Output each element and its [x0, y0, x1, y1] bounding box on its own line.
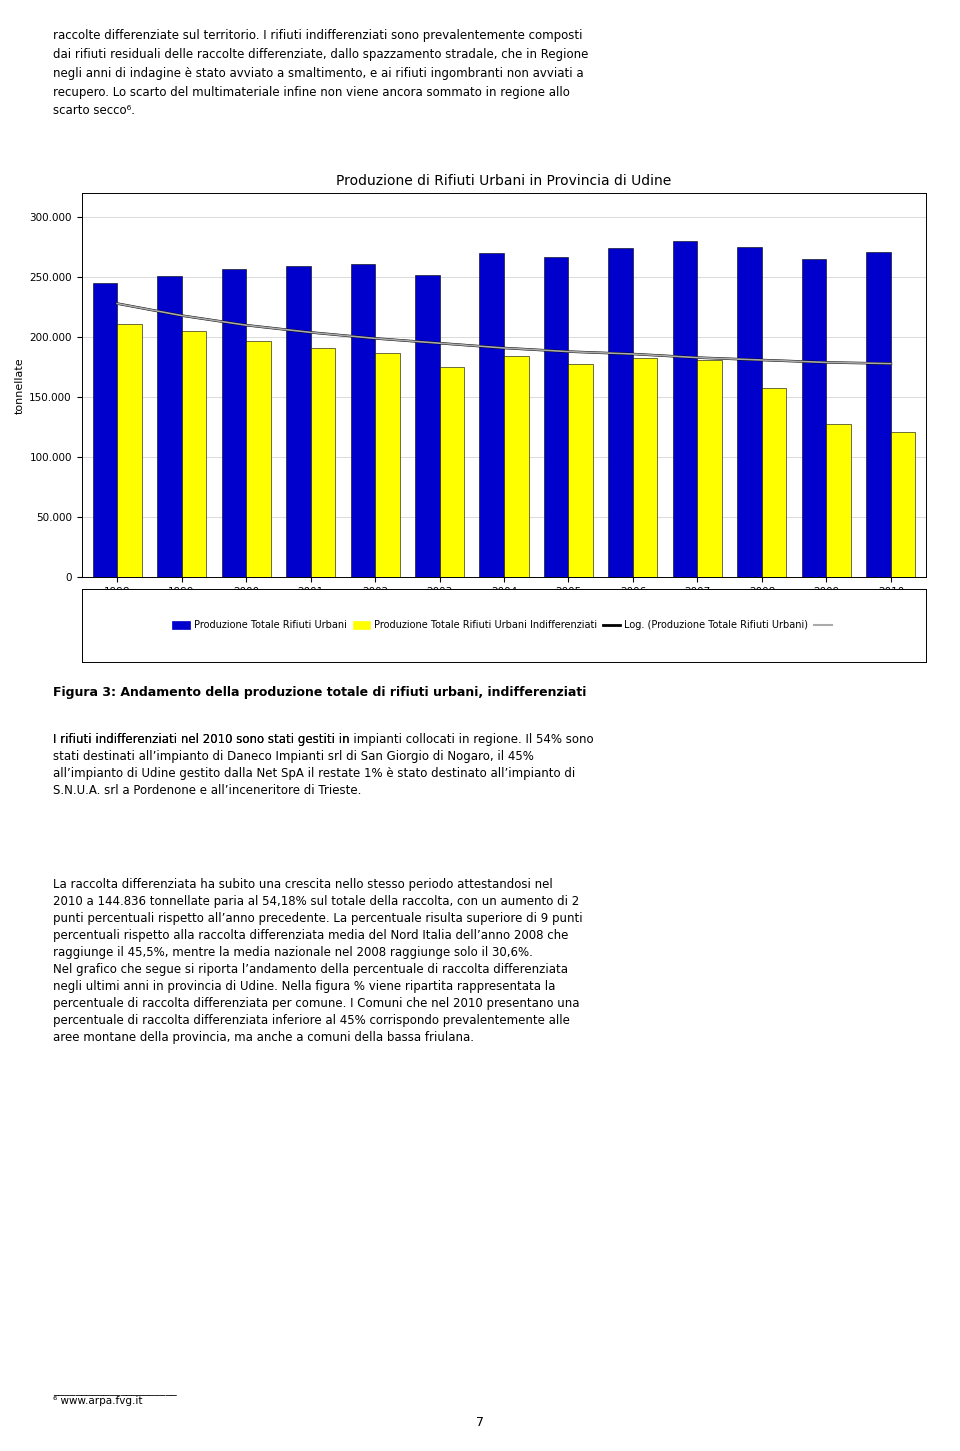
Bar [440, 367, 464, 577]
Bar [698, 360, 722, 577]
Bar [246, 341, 271, 577]
Bar [673, 241, 698, 577]
Bar [92, 283, 117, 577]
Bar [609, 248, 633, 577]
Bar [891, 432, 916, 577]
Bar [181, 331, 206, 577]
Bar [286, 267, 310, 577]
Bar [762, 387, 786, 577]
Text: dai rifiuti residuali delle raccolte differenziate, dallo spazzamento stradale, : dai rifiuti residuali delle raccolte dif… [53, 48, 588, 61]
Text: ⁶ www.arpa.fvg.it: ⁶ www.arpa.fvg.it [53, 1396, 142, 1406]
Bar [568, 364, 593, 577]
Text: La raccolta differenziata ha subito una crescita nello stesso periodo attestando: La raccolta differenziata ha subito una … [53, 878, 583, 1043]
Bar [350, 264, 375, 577]
Y-axis label: tonnellate: tonnellate [15, 357, 25, 414]
Bar [117, 324, 141, 577]
Text: I rifiuti indifferenziati nel 2010 sono stati gestiti in impianti collocati in r: I rifiuti indifferenziati nel 2010 sono … [53, 733, 593, 797]
Bar [504, 357, 529, 577]
Bar [479, 252, 504, 577]
Bar [802, 260, 827, 577]
Text: raccolte differenziate sul territorio. I rifiuti indifferenziati sono prevalente: raccolte differenziate sul territorio. I… [53, 29, 583, 42]
Bar [867, 252, 891, 577]
Bar [827, 424, 851, 577]
Text: negli anni di indagine è stato avviato a smaltimento, e ai rifiuti ingombranti n: negli anni di indagine è stato avviato a… [53, 67, 584, 80]
X-axis label: anno: anno [490, 601, 518, 611]
Bar [415, 274, 440, 577]
Text: Figura 3: Andamento della produzione totale di rifiuti urbani, indifferenziati: Figura 3: Andamento della produzione tot… [53, 686, 587, 699]
Text: 7: 7 [476, 1416, 484, 1429]
Bar [633, 357, 658, 577]
Title: Produzione di Rifiuti Urbani in Provincia di Udine: Produzione di Rifiuti Urbani in Provinci… [336, 174, 672, 187]
Text: I rifiuti indifferenziati nel 2010 sono stati gestiti in: I rifiuti indifferenziati nel 2010 sono … [53, 733, 353, 746]
Bar [310, 348, 335, 577]
Text: ______________________: ______________________ [53, 1386, 177, 1396]
Bar [544, 257, 568, 577]
Bar [737, 247, 762, 577]
Legend: Produzione Totale Rifiuti Urbani, Produzione Totale Rifiuti Urbani Indifferenzia: Produzione Totale Rifiuti Urbani, Produz… [169, 617, 839, 634]
Bar [157, 276, 181, 577]
Bar [222, 268, 246, 577]
Text: scarto secco⁶.: scarto secco⁶. [53, 104, 134, 118]
Text: recupero. Lo scarto del multimateriale infine non viene ancora sommato in region: recupero. Lo scarto del multimateriale i… [53, 86, 569, 99]
Bar [375, 353, 399, 577]
